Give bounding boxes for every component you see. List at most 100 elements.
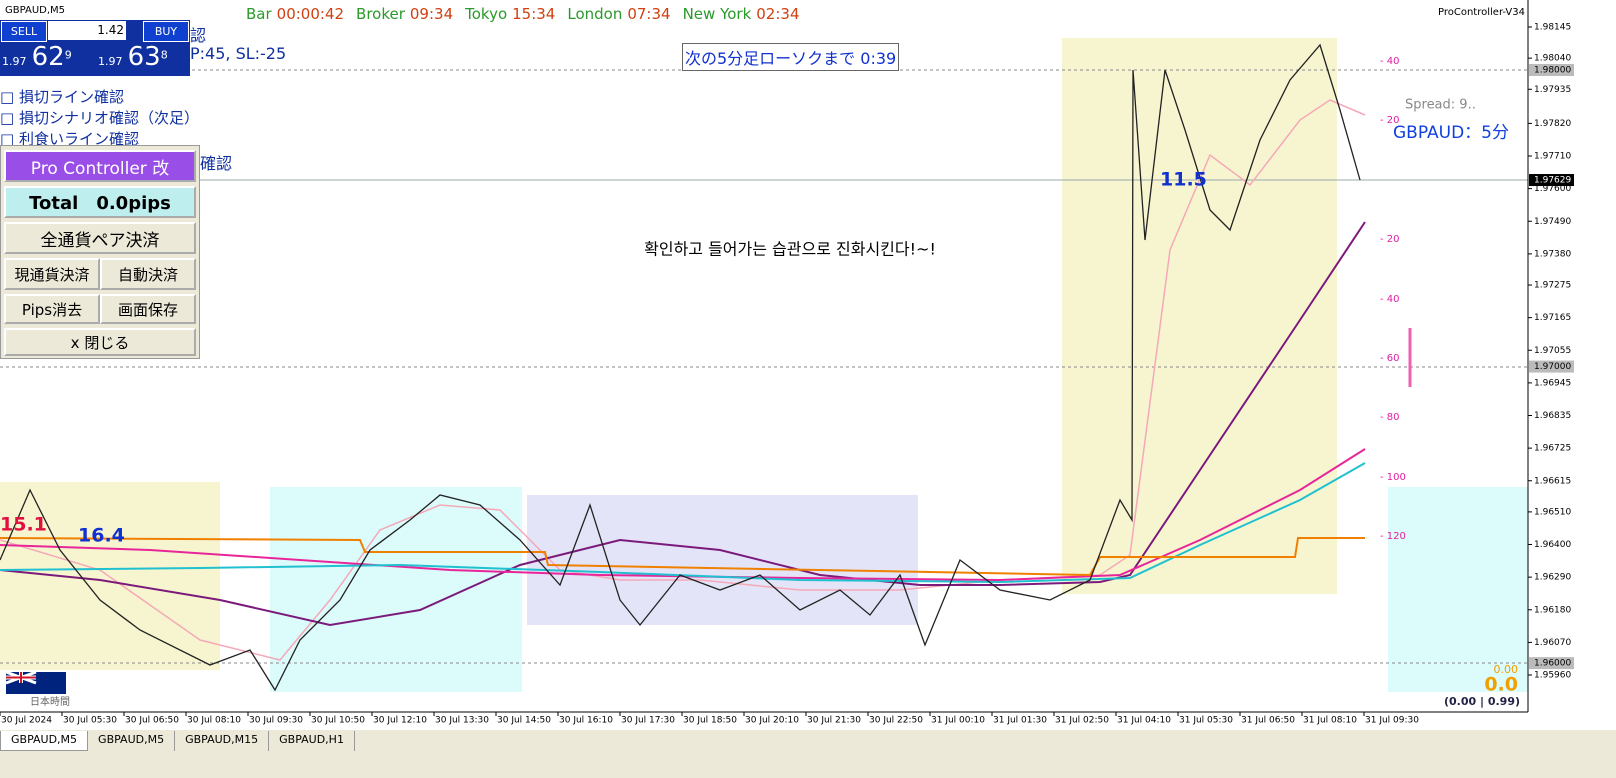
price-label: 1.97380 [1534,249,1571,259]
countdown: 次の5分足ローソクまで 0:39 [682,43,900,71]
tab[interactable]: GBPAUD,M5 [88,731,176,751]
price-highlight [1529,657,1574,670]
price-label: 1.96945 [1534,378,1571,388]
zone [270,487,522,692]
checklist-item[interactable]: □ 損切ライン確認 [0,86,199,107]
session-label: Tokyo [464,5,507,23]
time-label: 31 Jul 06:50 [1241,716,1295,726]
checklist-item[interactable]: □ 損切シナリオ確認（次足） [0,107,199,128]
price-big: 62 [31,42,65,72]
price-label: 1.98145 [1534,23,1571,33]
buy-price[interactable]: 1.97 638 [98,42,190,74]
window-title: GBPAUD,M5 [5,5,65,16]
close-current-button[interactable]: 現通貨決済 [4,258,100,290]
price-label: 1.96615 [1534,476,1571,486]
price-label: 1.97600 [1534,184,1571,194]
save-screen-button[interactable]: 画面保存 [100,294,196,324]
price-label: 1.97710 [1534,152,1571,162]
time-label: 30 Jul 12:10 [373,716,427,726]
sell-price[interactable]: 1.97 629 [2,42,94,74]
session-label: Broker [356,5,406,23]
sell-button[interactable]: SELL [1,21,47,42]
checkbox[interactable]: □ [0,88,19,106]
pips-label: - 20 [1380,115,1400,126]
checklist-text: 損切ライン確認 [18,88,124,106]
spread: Spread: 9.. [1405,98,1476,113]
time-label: 31 Jul 01:30 [993,716,1047,726]
pips-label: - 20 [1380,234,1400,245]
auto-close-button[interactable]: 自動決済 [100,258,196,290]
checklist-item[interactable]: □ 利食いライン確認 [0,128,199,149]
ma-line [0,462,1366,584]
pips-label: - 40 [1380,56,1400,67]
tabs: GBPAUD,M5 GBPAUD,M5 GBPAUD,M15 GBPAUD,H1 [0,731,355,751]
profit-range: (0.00 | 0.99) [1444,695,1520,708]
time-label: 30 Jul 22:50 [869,716,923,726]
lot-input[interactable]: 1.42 [48,21,126,40]
flag [5,670,66,694]
price-label: 1.96180 [1534,605,1571,615]
price-highlight-label: 1.97629 [1534,176,1571,186]
zone [1388,487,1528,692]
price-label: 1.96070 [1534,638,1571,648]
session-label: London [567,5,622,23]
hidden-text: P:45, SL:-25 [190,44,287,63]
price-axis [1528,0,1616,712]
time-label: 30 Jul 20:10 [745,716,799,726]
price-highlight-label: 1.97000 [1534,362,1571,372]
price-label: 1.97055 [1534,346,1571,356]
time-label: 30 Jul 09:30 [249,716,303,726]
buy-button[interactable]: BUY [143,21,189,42]
time-label: 31 Jul 02:50 [1055,716,1109,726]
timezone-label: 日本時間 [30,695,70,708]
price-label: 1.97490 [1534,217,1571,227]
ma-line [0,448,1366,582]
close-all-button[interactable]: 全通貨ペア決済 [4,222,196,254]
close-button[interactable]: x 閉じる [4,328,196,356]
price-label: 1.96725 [1534,444,1571,454]
pips-label: - 40 [1380,294,1400,305]
time-label: 31 Jul 04:10 [1117,716,1171,726]
time-label: 30 Jul 16:10 [559,716,613,726]
zone [527,495,918,625]
pips-label: - 100 [1380,472,1406,483]
time-label: 30 Jul 17:30 [621,716,675,726]
price-highlight [1529,64,1574,77]
price-label: 1.96510 [1534,507,1571,517]
checkbox[interactable]: □ [0,109,19,127]
zone [0,482,220,670]
price-label: 1.97820 [1534,119,1571,129]
session-time: 02:34 [756,5,799,23]
annotation: 확인하고 들어가는 습관으로 진화시킨다!~! [644,240,936,259]
session-label: Bar [246,5,272,23]
tab[interactable]: GBPAUD,M15 [175,731,270,751]
price-prefix: 1.97 [98,55,123,68]
pips-clear-button[interactable]: Pips消去 [4,294,100,324]
box-label: 16.4 [78,525,125,547]
price-label: 1.96835 [1534,411,1571,421]
time-label: 30 Jul 2024 [1,716,52,726]
price-highlight [1529,360,1574,373]
price-sup: 9 [64,48,72,62]
tab[interactable]: GBPAUD,M5 [0,731,89,751]
checklist-text: 利食いライン確認 [18,130,139,148]
symbol-label: GBPAUD：5分 [1393,123,1509,143]
tab-bar [0,730,1616,778]
box-label: 15.1 [0,514,47,536]
checklist: □ 損切ライン確認 □ 損切シナリオ確認（次足） □ 利食いライン確認 [0,86,199,149]
time-label: 31 Jul 00:10 [931,716,985,726]
session-time: 00:00:42 [277,5,344,23]
tab[interactable]: GBPAUD,H1 [269,731,355,751]
price-label: 1.97165 [1534,313,1571,323]
price-label: 1.97275 [1534,281,1571,291]
price-line [0,43,1361,692]
zone [1062,38,1337,594]
checkbox[interactable]: □ [0,130,19,148]
time-label: 30 Jul 05:30 [63,716,117,726]
controller-title[interactable]: Pro Controller 改 [4,150,196,182]
price-highlight [1529,174,1574,187]
hidden-text: 認 [190,26,207,45]
price-highlight-label: 1.98000 [1534,66,1571,76]
